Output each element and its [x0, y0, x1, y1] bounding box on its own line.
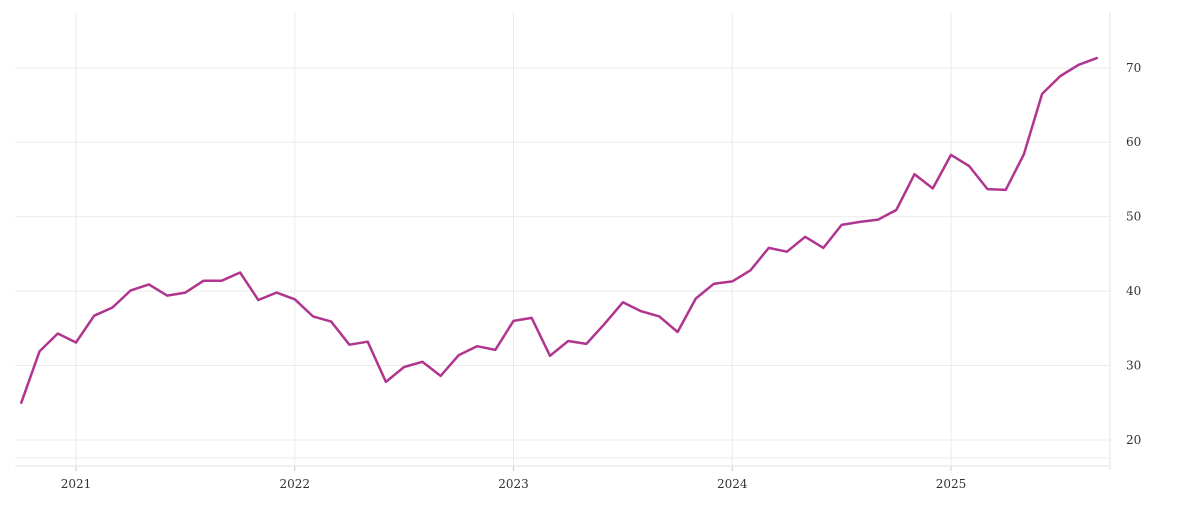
axis-layer [15, 12, 1111, 471]
y-tick-label: 20 [1126, 433, 1141, 447]
series-layer [20, 56, 1099, 404]
y-tick-label: 70 [1126, 61, 1141, 75]
grid-layer [15, 12, 1110, 466]
x-tick-label: 2024 [717, 477, 748, 491]
series-line [20, 56, 1099, 404]
tick-label-layer: 20 30 40 50 60 70 2021 2022 2023 2024 2025 [61, 61, 1142, 491]
y-tick-label: 40 [1126, 284, 1141, 298]
y-tick-label: 30 [1126, 359, 1141, 373]
x-tick-label: 2022 [279, 477, 310, 491]
y-tick-label: 60 [1126, 135, 1141, 149]
y-tick-label: 50 [1126, 210, 1141, 224]
x-tick-label: 2021 [61, 477, 92, 491]
x-tick-label: 2023 [498, 477, 529, 491]
x-tick-label: 2025 [936, 477, 967, 491]
